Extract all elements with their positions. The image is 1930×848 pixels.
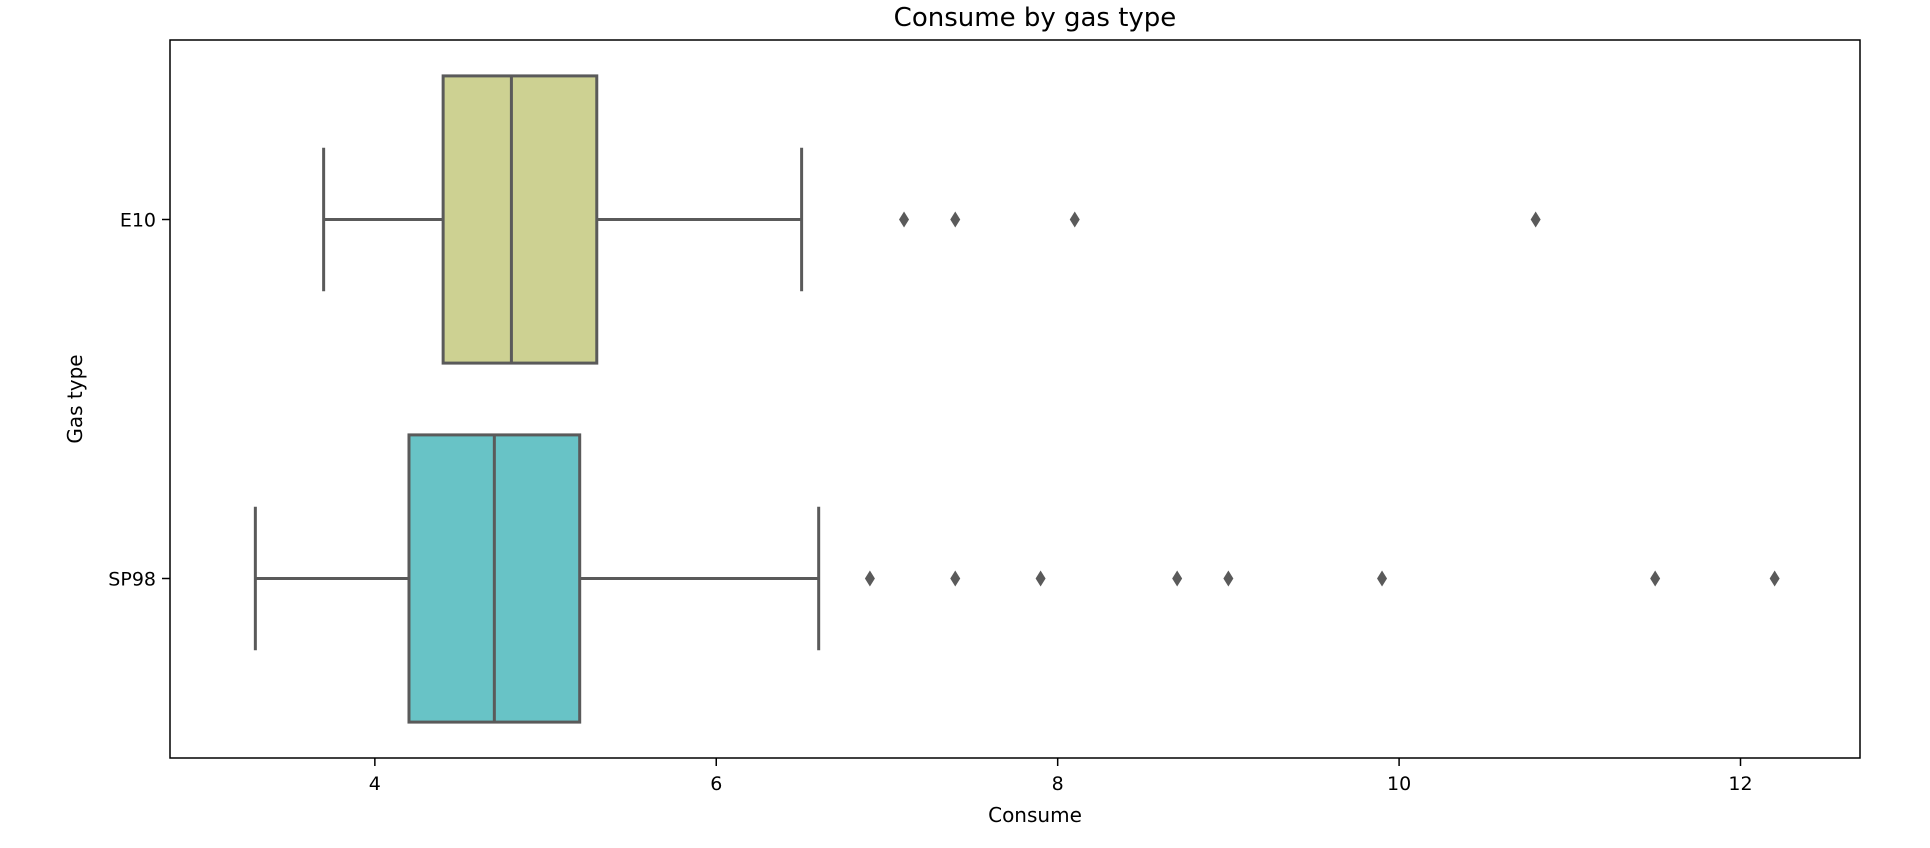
outlier-point: [1650, 570, 1661, 587]
x-tick-label: 10: [1387, 773, 1411, 795]
box-group-e10: [322, 74, 1541, 365]
y-axis-label: Gas type: [63, 354, 87, 443]
x-tick-label: 4: [369, 773, 381, 795]
chart-title: Consume by gas type: [894, 3, 1177, 33]
outlier-point: [950, 570, 961, 587]
x-axis-ticks: 4 6 8 10 12: [369, 758, 1753, 795]
y-tick-label: SP98: [108, 569, 156, 591]
outlier-point: [1530, 211, 1541, 228]
outlier-point: [864, 570, 875, 587]
outlier-point: [899, 211, 910, 228]
outlier-point: [950, 211, 961, 228]
outlier-point: [1035, 570, 1046, 587]
x-tick-label: 8: [1052, 773, 1064, 795]
outlier-point: [1069, 211, 1080, 228]
box-series: [253, 74, 1780, 724]
x-axis-label: Consume: [988, 803, 1082, 827]
box-group-sp98: [253, 433, 1780, 724]
x-tick-label: 6: [710, 773, 722, 795]
outlier-point: [1223, 570, 1234, 587]
y-tick-label: E10: [120, 210, 156, 232]
x-tick-label: 12: [1728, 773, 1752, 795]
iqr-box: [441, 74, 599, 365]
y-axis-ticks: E10 SP98: [108, 210, 170, 591]
outlier-point: [1769, 570, 1780, 587]
outlier-point: [1377, 570, 1388, 587]
outlier-point: [1172, 570, 1183, 587]
